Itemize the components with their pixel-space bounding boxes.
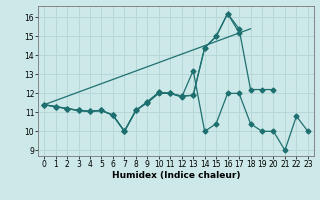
X-axis label: Humidex (Indice chaleur): Humidex (Indice chaleur) (112, 171, 240, 180)
